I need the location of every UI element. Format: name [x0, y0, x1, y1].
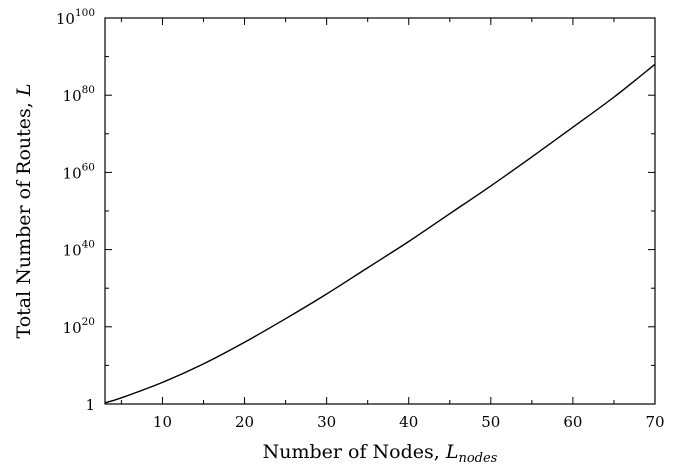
y-tick-label: 1: [85, 396, 95, 414]
y-tick-label-exponent: 60: [82, 161, 95, 173]
x-axis-ticks: 10 20 30 40 50 60 70: [120, 18, 665, 431]
y-tick-label: 1060: [63, 161, 95, 182]
y-tick-label-exponent: 100: [75, 7, 95, 19]
x-tick-label: 20: [235, 413, 254, 431]
y-tick-label-base: 10: [63, 87, 82, 105]
y-tick-label-exponent: 40: [82, 239, 95, 251]
y-tick-label-exponent: 80: [82, 84, 95, 96]
x-axis-title: Number of Nodes, Lnodes: [263, 441, 498, 466]
y-tick-label-base: 10: [63, 164, 82, 182]
x-tick-label: 10: [153, 413, 172, 431]
y-axis-title: Total Number of Routes, L: [13, 84, 35, 339]
y-tick-label-base: 1: [85, 396, 95, 414]
y-axis-title-text: Total Number of Routes,: [13, 96, 35, 338]
x-axis-title-symbol: L: [445, 441, 459, 463]
x-tick-label: 40: [399, 413, 418, 431]
y-tick-label-base: 10: [63, 319, 82, 337]
x-tick-label: 70: [645, 413, 664, 431]
y-tick-label-exponent: 20: [82, 316, 95, 328]
y-axis-title-symbol: L: [13, 84, 35, 98]
x-tick-label: 30: [317, 413, 336, 431]
y-tick-label: 1040: [63, 239, 95, 260]
series-line: [104, 63, 656, 404]
y-tick-label: 1080: [63, 84, 95, 105]
y-tick-label-base: 10: [63, 242, 82, 260]
plot-frame: [104, 17, 656, 405]
y-tick-label: 10100: [56, 7, 95, 28]
x-axis-title-subscript: nodes: [458, 451, 497, 466]
x-tick-label: 50: [481, 413, 500, 431]
y-tick-label-base: 10: [56, 10, 75, 28]
x-axis-title-text: Number of Nodes,: [263, 441, 446, 463]
x-tick-label: 60: [563, 413, 582, 431]
y-tick-label: 1020: [63, 316, 95, 337]
